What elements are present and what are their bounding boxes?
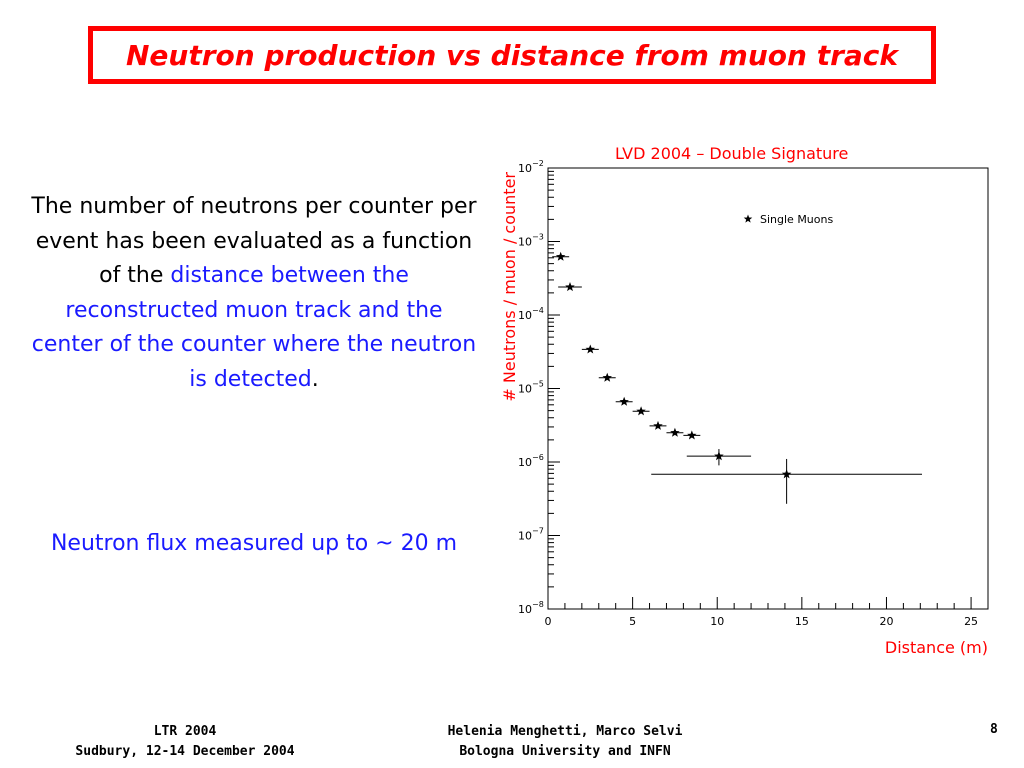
data-point [602, 372, 612, 382]
x-axis-label: Distance (m) [885, 638, 988, 657]
y-tick-exponent: −4 [532, 306, 544, 315]
footer-author-names: Helenia Menghetti, Marco Selvi [447, 724, 683, 739]
data-point [670, 427, 680, 437]
x-tick-label: 20 [879, 615, 893, 628]
y-tick-label: 10−8 [518, 600, 544, 616]
y-tick-exponent: −6 [532, 453, 544, 462]
data-point [687, 430, 697, 440]
title-box: Neutron production vs distance from muon… [88, 26, 936, 84]
x-tick-label: 15 [795, 615, 809, 628]
footer-event: LTR 2004 [153, 724, 217, 739]
page-number: 8 [990, 722, 998, 737]
footer-venue: Sudbury, 12-14 December 2004 [75, 744, 295, 759]
footer-left: LTR 2004 Sudbury, 12-14 December 2004 [40, 722, 330, 762]
data-point [636, 406, 646, 416]
y-tick-label: 10−4 [518, 306, 544, 322]
slide-title: Neutron production vs distance from muon… [125, 38, 899, 72]
data-point [585, 344, 596, 354]
x-tick-label: 5 [629, 615, 636, 628]
data-point [781, 469, 792, 479]
y-tick-label: 10−5 [518, 380, 544, 396]
chart-title: LVD 2004 – Double Signature [615, 144, 848, 163]
data-point [565, 282, 575, 292]
y-tick-exponent: −8 [532, 600, 544, 609]
y-tick-label: 10−6 [518, 453, 544, 469]
y-tick-label: 10−2 [518, 159, 544, 175]
y-axis-label: # Neutrons / muon / counter [500, 172, 519, 402]
footer-affiliation: Bologna University and INFN [459, 744, 671, 759]
x-tick-label: 10 [710, 615, 724, 628]
plot-frame [547, 167, 989, 610]
y-tick-label: 10−7 [518, 527, 544, 543]
y-tick-exponent: −2 [532, 159, 544, 168]
description-end: . [311, 366, 319, 392]
y-tick-label: 10−3 [518, 233, 544, 249]
y-tick-exponent: −5 [532, 380, 544, 389]
description-blue: distance between the reconstructed muon … [31, 263, 477, 392]
legend-marker [743, 214, 753, 223]
description-text: The number of neutrons per counter per e… [30, 190, 478, 397]
description-black: The number of neutrons per counter per e… [31, 194, 477, 288]
y-tick-exponent: −7 [532, 527, 544, 536]
chart: 0 5 10 15 20 25 10−2 10−3 10−4 10−5 10−6 10−7 10−8 LV… [490, 130, 1000, 665]
footer-authors: Helenia Menghetti, Marco Selvi Bologna U… [400, 722, 730, 762]
data-point [714, 451, 724, 461]
data-point [653, 420, 663, 430]
flux-note: Neutron flux measured up to ~ 20 m [50, 531, 458, 556]
data-point [619, 396, 629, 406]
x-tick-label: 25 [964, 615, 978, 628]
y-tick-exponent: −3 [532, 233, 544, 242]
legend-label: Single Muons [760, 213, 833, 226]
x-tick-label: 0 [545, 615, 552, 628]
chart-svg: 0 5 10 15 20 25 10−2 10−3 10−4 10−5 10−6 10−7 10−8 LV… [500, 144, 989, 657]
data-point [555, 251, 566, 261]
